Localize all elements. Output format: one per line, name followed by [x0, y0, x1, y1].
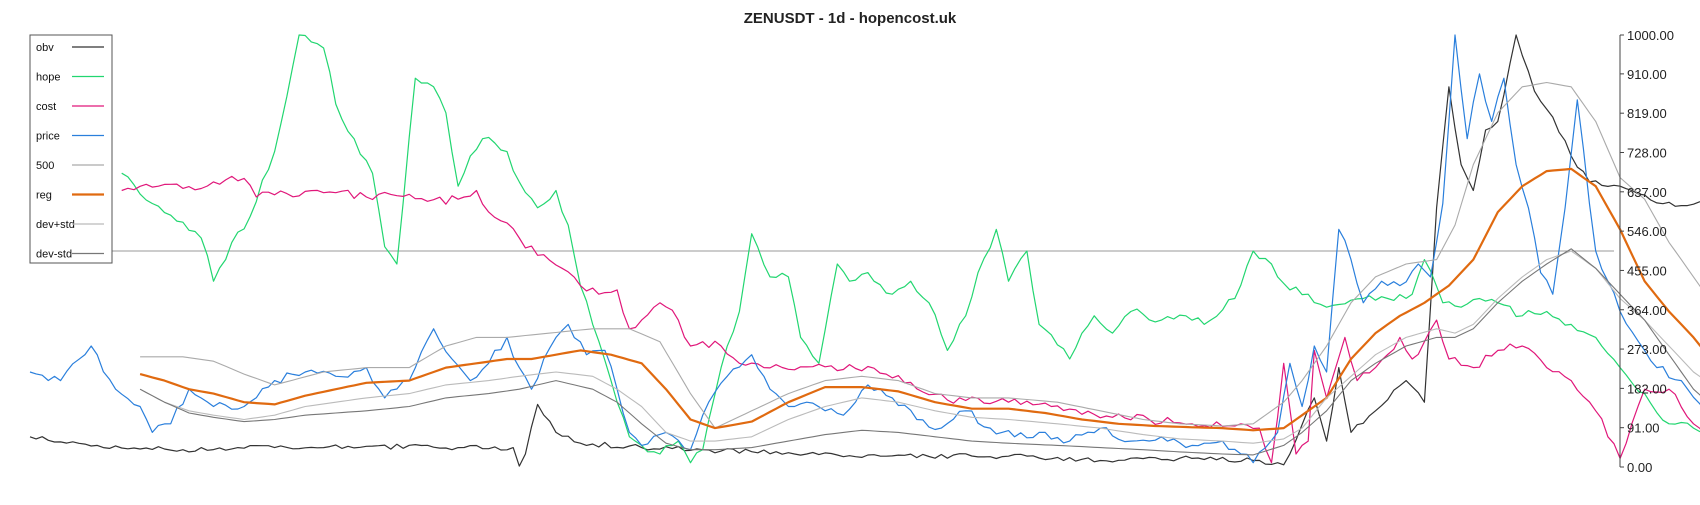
series-line-obv	[29, 34, 1700, 467]
y-tick-label: 546.00	[1627, 224, 1667, 239]
y-tick-label: 364.00	[1627, 303, 1667, 318]
y-tick-label: 910.00	[1627, 67, 1667, 82]
y-axis: 0.00 91.00 182.00 273.00 364.00 455.00 546.00 6…	[1619, 28, 1674, 475]
y-tick-label: 182.00	[1627, 381, 1667, 396]
legend: obv hope cost price 500 reg dev+std dev-std	[29, 34, 113, 264]
legend-label-dev-std: dev-std	[36, 249, 72, 261]
legend-label-hope: hope	[36, 72, 60, 84]
y-tick-label: 637.00	[1627, 185, 1667, 200]
y-tick-label: 819.00	[1627, 106, 1667, 121]
y-tick-label: 273.00	[1627, 342, 1667, 357]
legend-box	[29, 34, 113, 264]
y-tick-label: 0.00	[1627, 460, 1652, 475]
series-line-reg	[139, 167, 1700, 432]
series-layer	[29, 34, 1700, 467]
y-tick-label: 455.00	[1627, 263, 1667, 278]
legend-label-500: 500	[36, 160, 54, 172]
series-line-hope	[121, 34, 1700, 464]
series-line-price	[29, 34, 1700, 464]
series-line-cost	[121, 175, 1700, 464]
chart-title: ZENUSDT - 1d - hopencost.uk	[743, 10, 957, 27]
legend-label-price: price	[36, 131, 60, 143]
series-line-dev-std	[139, 248, 1700, 456]
series-line-dev-std	[139, 250, 1700, 444]
legend-label-dev-std: dev+std	[36, 219, 75, 231]
legend-label-cost: cost	[36, 101, 56, 113]
legend-label-obv: obv	[36, 42, 54, 54]
legend-label-reg: reg	[36, 190, 52, 202]
y-tick-label: 728.00	[1627, 146, 1667, 161]
y-tick-label: 91.00	[1627, 421, 1660, 436]
y-tick-label: 1000.00	[1627, 28, 1674, 43]
series-line-500	[140, 81, 1700, 429]
